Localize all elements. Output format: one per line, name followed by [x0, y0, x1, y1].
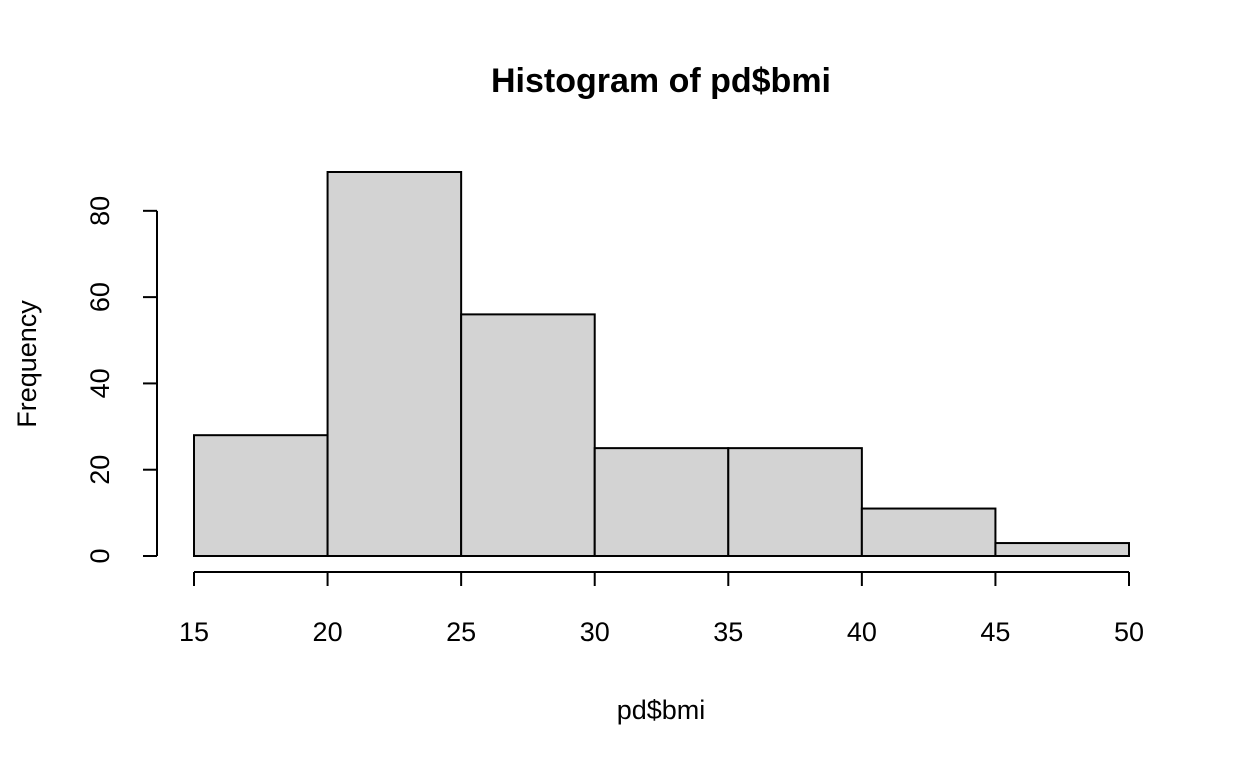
y-tick-label: 20 [85, 455, 115, 485]
x-tick-label: 15 [179, 617, 209, 647]
y-tick-label: 60 [85, 282, 115, 312]
y-tick-label: 40 [85, 368, 115, 398]
y-axis-label: Frequency [12, 300, 42, 428]
x-axis-label: pd$bmi [617, 695, 706, 725]
x-tick-label: 45 [980, 617, 1010, 647]
x-tick-label: 50 [1114, 617, 1144, 647]
histogram-bar [860, 507, 997, 558]
x-tick-label: 30 [580, 617, 610, 647]
y-tick-label: 80 [85, 196, 115, 226]
x-axis: 15 20 25 30 35 40 45 50 [179, 571, 1144, 647]
chart-title: Histogram of pd$bmi [491, 62, 831, 100]
histogram-bar [593, 447, 730, 557]
bars-group [193, 171, 1131, 558]
x-tick-label: 35 [713, 617, 743, 647]
x-tick-label: 25 [446, 617, 476, 647]
histogram-bar [193, 434, 329, 557]
x-tick-label: 40 [847, 617, 877, 647]
y-tick-label: 0 [85, 548, 115, 563]
y-axis: 0 20 40 60 80 [85, 196, 158, 564]
histogram-bar [326, 171, 463, 557]
histogram-bar [460, 313, 596, 557]
histogram-bar [727, 447, 863, 557]
histogram-bar [994, 542, 1131, 557]
x-tick-label: 20 [313, 617, 343, 647]
